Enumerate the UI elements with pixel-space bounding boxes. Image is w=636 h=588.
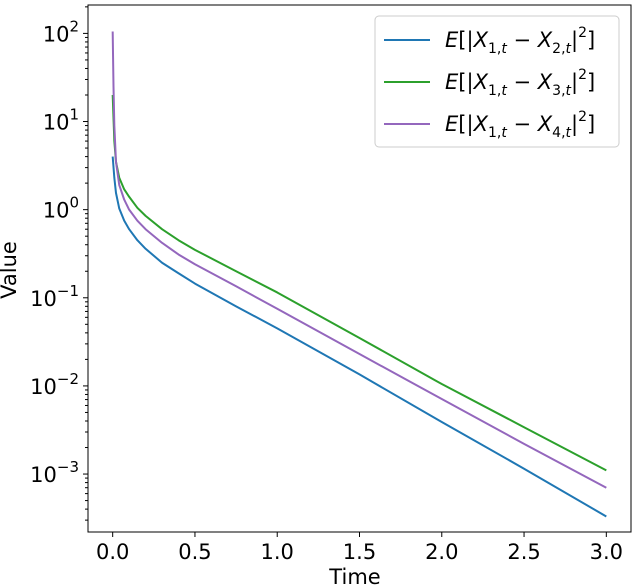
x-tick-label: 3.0 bbox=[590, 540, 623, 564]
x-tick-label: 1.5 bbox=[343, 540, 376, 564]
y-tick-label: 10−2 bbox=[30, 370, 79, 399]
x-tick-label: 0.5 bbox=[178, 540, 211, 564]
legend-entry-1: E[|X1,t − X2,t|2] bbox=[445, 25, 595, 57]
x-tick-label: 0.0 bbox=[96, 540, 129, 564]
legend-entry-3: E[|X1,t − X4,t|2] bbox=[445, 109, 595, 141]
y-tick-label: 10−1 bbox=[30, 282, 79, 311]
series-line-3 bbox=[111, 31, 607, 489]
series-layer bbox=[111, 31, 607, 518]
x-tick-label: 1.0 bbox=[261, 540, 294, 564]
legend-entry-2: E[|X1,t − X3,t|2] bbox=[445, 67, 595, 99]
x-axis: 0.0 0.5 1.0 1.5 2.0 2.5 3.0 bbox=[96, 532, 623, 564]
y-tick-label: 10−3 bbox=[30, 458, 79, 487]
x-tick-label: 2.0 bbox=[425, 540, 458, 564]
legend: E[|X1,t − X2,t|2] E[|X1,t − X3,t|2] E[|X1,… bbox=[374, 15, 620, 148]
y-tick-label: 101 bbox=[43, 106, 79, 135]
y-tick-label: 102 bbox=[43, 17, 79, 46]
y-tick-label: 100 bbox=[43, 194, 79, 223]
x-axis-label: Time bbox=[328, 565, 380, 588]
y-axis: 10−3 10−2 10−1 100 101 102 bbox=[30, 6, 88, 521]
y-axis-label: Value bbox=[0, 241, 21, 299]
series-line-1 bbox=[111, 156, 607, 518]
legend-box bbox=[374, 15, 620, 148]
x-tick-label: 2.5 bbox=[507, 540, 540, 564]
